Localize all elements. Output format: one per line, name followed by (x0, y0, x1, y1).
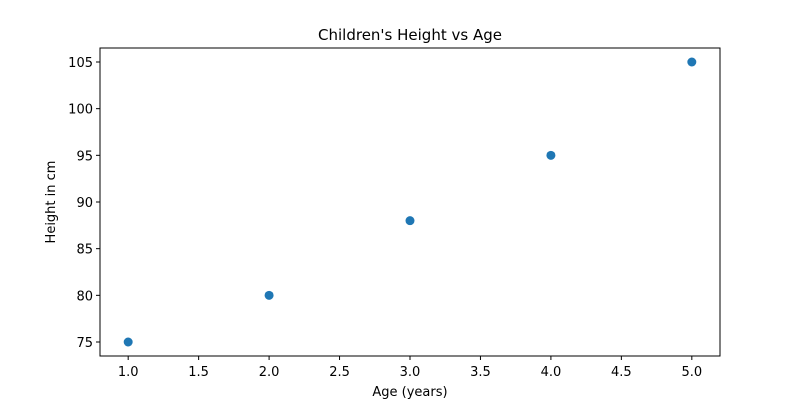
data-point (123, 337, 133, 347)
x-axis-label: Age (years) (372, 385, 447, 400)
y-tick-label: 80 (76, 289, 93, 304)
y-tick-label: 100 (68, 103, 93, 118)
y-axis-label: Height in cm (44, 161, 59, 244)
x-tick-label: 2.0 (259, 365, 280, 380)
x-tick-label: 2.5 (329, 365, 350, 380)
data-point (405, 216, 415, 226)
y-tick-label: 95 (76, 149, 93, 164)
x-tick-label: 4.5 (611, 365, 632, 380)
data-points (123, 57, 697, 347)
x-axis-ticks: 1.0 1.5 2.0 2.5 3.0 3.5 4.0 4.5 5.0 (118, 356, 702, 380)
y-axis-ticks: 75 80 85 90 95 100 105 (68, 56, 100, 351)
y-tick-label: 105 (68, 56, 93, 71)
x-tick-label: 5.0 (681, 365, 702, 380)
x-tick-label: 3.0 (400, 365, 421, 380)
y-tick-label: 75 (76, 336, 93, 351)
y-tick-label: 85 (76, 243, 93, 258)
x-tick-label: 1.0 (118, 365, 139, 380)
data-point (546, 150, 556, 160)
y-tick-label: 90 (76, 196, 93, 211)
data-point (264, 290, 274, 300)
x-tick-label: 1.5 (188, 365, 209, 380)
chart-title: Children's Height vs Age (318, 26, 502, 44)
data-point (687, 57, 697, 67)
x-tick-label: 4.0 (541, 365, 562, 380)
x-tick-label: 3.5 (470, 365, 491, 380)
